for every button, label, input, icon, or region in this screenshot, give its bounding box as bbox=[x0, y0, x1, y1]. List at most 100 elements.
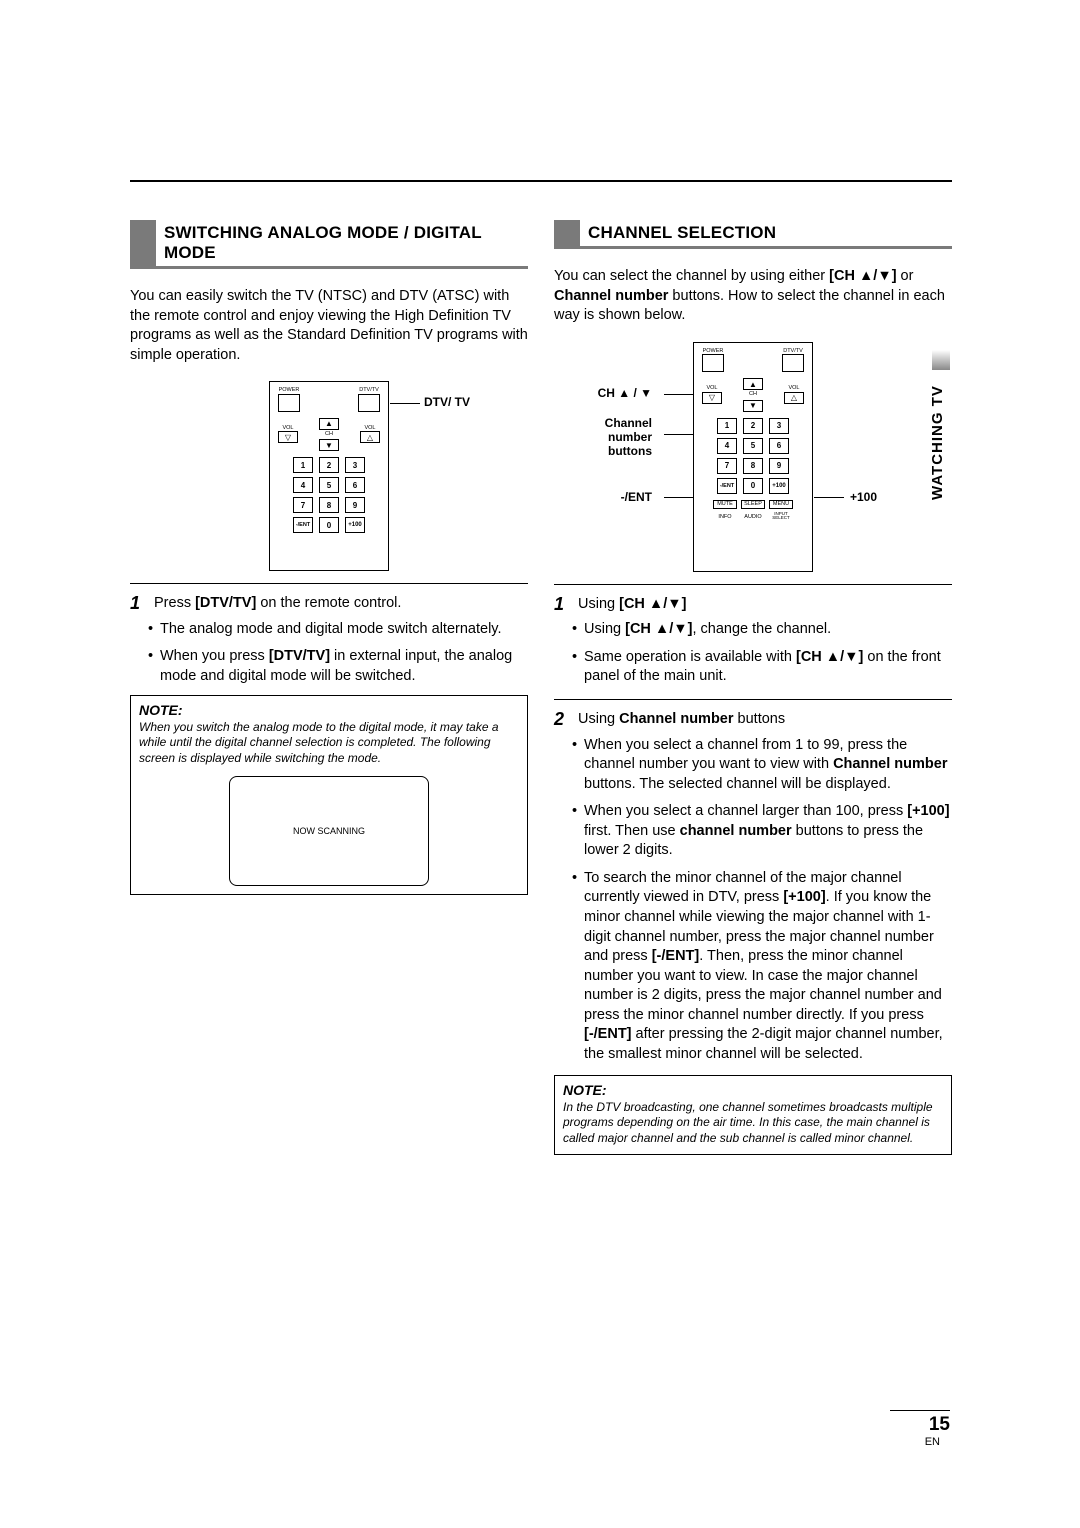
r-s2-b3: To search the minor channel of the major… bbox=[572, 869, 952, 1065]
scanning-text: NOW SCANNING bbox=[293, 826, 365, 836]
r2b3b: [+100] bbox=[783, 889, 825, 905]
rs2b: Channel number bbox=[619, 711, 733, 727]
right-step-1: 1 Using [CH ▲/▼] bbox=[554, 595, 952, 615]
btn-power2 bbox=[702, 354, 724, 372]
num-9: 9 bbox=[345, 497, 365, 513]
btn-vol-up2: △ bbox=[784, 392, 804, 404]
btn-menu: MENU bbox=[769, 500, 793, 509]
btn-ent2: -/ENT bbox=[717, 478, 737, 494]
left-intro: You can easily switch the TV (NTSC) and … bbox=[130, 287, 528, 365]
left-remote-diagram: POWER DTV/TV VOL ▽ bbox=[130, 381, 528, 571]
remote-outline-2: POWER DTV/TV VOL ▽ bbox=[693, 342, 813, 572]
s1c: on the remote control. bbox=[256, 595, 401, 611]
left-bullet-2: When you press [DTV/TV] in external inpu… bbox=[148, 647, 528, 686]
r1b2b: [CH ▲/▼] bbox=[796, 649, 863, 665]
r2b2d: channel number bbox=[680, 823, 792, 839]
remote-outline: POWER DTV/TV VOL ▽ bbox=[269, 381, 389, 571]
r2b2b: [+100] bbox=[907, 803, 949, 819]
n2-8: 8 bbox=[743, 458, 763, 474]
r2b2a: When you select a channel larger than 10… bbox=[584, 803, 907, 819]
btn-ch-down2: ▼ bbox=[743, 400, 763, 412]
r2b3g: after pressing the 2-digit major channel… bbox=[584, 1026, 943, 1062]
num-5: 5 bbox=[319, 477, 339, 493]
right-remote-diagram: POWER DTV/TV VOL ▽ bbox=[554, 342, 952, 572]
n2-3: 3 bbox=[769, 418, 789, 434]
callout-num: Channel number buttons bbox=[605, 416, 652, 459]
r-hr-2 bbox=[554, 699, 952, 700]
page-number: 15 EN bbox=[890, 1410, 950, 1449]
lbl-ch: CH bbox=[325, 432, 333, 438]
r2b1b: Channel number bbox=[833, 756, 947, 772]
r2b2c: first. Then use bbox=[584, 823, 680, 839]
btn-100-2: +100 bbox=[769, 478, 789, 494]
lb2b: [DTV/TV] bbox=[269, 648, 330, 664]
callout-ch: CH ▲ / ▼ bbox=[598, 386, 652, 400]
num-6: 6 bbox=[345, 477, 365, 493]
btn-dtvtv bbox=[358, 394, 380, 412]
cl-ch bbox=[664, 394, 694, 395]
btn-vol-down: ▽ bbox=[278, 431, 298, 443]
num-8: 8 bbox=[319, 497, 339, 513]
left-column: SWITCHING ANALOG MODE / DIGITAL MODE You… bbox=[130, 220, 528, 1155]
r-hr-1 bbox=[554, 584, 952, 585]
num-2: 2 bbox=[319, 457, 339, 473]
btn-ch-up: ▲ bbox=[319, 418, 339, 430]
r-s2-b2: When you select a channel larger than 10… bbox=[572, 802, 952, 861]
left-step-hr bbox=[130, 583, 528, 584]
rs1-num: 1 bbox=[554, 595, 570, 615]
left-heading: SWITCHING ANALOG MODE / DIGITAL MODE bbox=[130, 220, 528, 269]
page-num-value: 15 bbox=[929, 1414, 950, 1435]
rs2c: buttons bbox=[734, 711, 786, 727]
rid: Channel number bbox=[554, 288, 668, 304]
lbl-info: INFO bbox=[713, 515, 737, 521]
callout-100: +100 bbox=[850, 490, 877, 504]
lbl-ch2: CH bbox=[749, 392, 757, 398]
s1b: [DTV/TV] bbox=[195, 595, 256, 611]
callout-dtv: DTV/ TV bbox=[424, 395, 470, 409]
n2-5: 5 bbox=[743, 438, 763, 454]
r2b1c: buttons. The selected channel will be di… bbox=[584, 776, 891, 792]
n2-4: 4 bbox=[717, 438, 737, 454]
r-s2-b1: When you select a channel from 1 to 99, … bbox=[572, 736, 952, 795]
scanning-box: NOW SCANNING bbox=[229, 776, 429, 886]
num-7: 7 bbox=[293, 497, 313, 513]
btn-ch-up2: ▲ bbox=[743, 378, 763, 390]
r1b1c: , change the channel. bbox=[692, 621, 831, 637]
rs2-num: 2 bbox=[554, 710, 570, 730]
ric: or bbox=[897, 268, 914, 284]
btn-dtvtv2 bbox=[782, 354, 804, 372]
callout-line-dtv bbox=[390, 403, 420, 404]
lb2a: When you press bbox=[160, 648, 269, 664]
num-4: 4 bbox=[293, 477, 313, 493]
num-3: 3 bbox=[345, 457, 365, 473]
right-step-2: 2 Using Channel number buttons bbox=[554, 710, 952, 730]
rs1b: [CH ▲/▼] bbox=[619, 596, 686, 612]
right-note-title: NOTE: bbox=[563, 1082, 943, 1098]
left-note-box: NOTE: When you switch the analog mode to… bbox=[130, 695, 528, 896]
step-num-1: 1 bbox=[130, 594, 146, 614]
right-note-text: In the DTV broadcasting, one channel som… bbox=[563, 1100, 943, 1147]
right-intro: You can select the channel by using eith… bbox=[554, 267, 952, 326]
left-note-title: NOTE: bbox=[139, 702, 519, 718]
n2-9: 9 bbox=[769, 458, 789, 474]
btn-ch-down: ▼ bbox=[319, 439, 339, 451]
rib: [CH ▲/▼] bbox=[829, 268, 896, 284]
right-heading: CHANNEL SELECTION bbox=[554, 220, 952, 249]
n2-7: 7 bbox=[717, 458, 737, 474]
r1b1a: Using bbox=[584, 621, 625, 637]
rs1a: Using bbox=[578, 596, 619, 612]
page-num-rule bbox=[890, 1410, 950, 1412]
r-s1-b1: Using [CH ▲/▼], change the channel. bbox=[572, 620, 952, 640]
page-lang: EN bbox=[890, 1436, 940, 1448]
right-column: CHANNEL SELECTION You can select the cha… bbox=[554, 220, 952, 1155]
r1b1b: [CH ▲/▼] bbox=[625, 621, 692, 637]
left-step-1: 1 Press [DTV/TV] on the remote control. bbox=[130, 594, 528, 614]
r-s1-b2: Same operation is available with [CH ▲/▼… bbox=[572, 648, 952, 687]
lbl-audio: AUDIO bbox=[741, 515, 765, 521]
numpad2: 1 2 3 4 5 6 7 8 9 -/ENT 0 +100 bbox=[702, 418, 804, 494]
btn-sleep: SLEEP bbox=[741, 500, 765, 509]
s1a: Press bbox=[154, 595, 195, 611]
n2-6: 6 bbox=[769, 438, 789, 454]
num-0: 0 bbox=[319, 517, 339, 533]
n2-2: 2 bbox=[743, 418, 763, 434]
